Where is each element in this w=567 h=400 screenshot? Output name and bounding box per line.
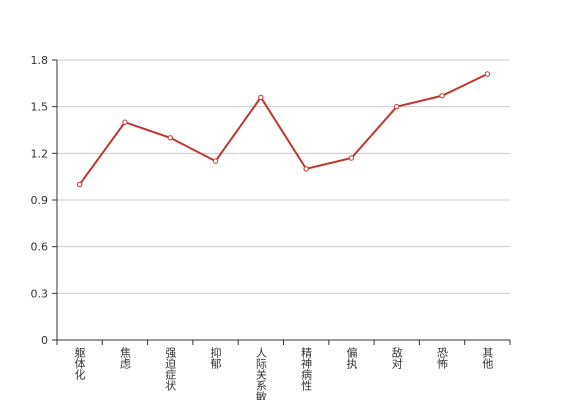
line: [78, 73, 488, 186]
y-tick-label: 1.2: [31, 147, 49, 160]
x-tick-label: 焦虑: [118, 347, 131, 369]
point: [212, 158, 219, 164]
point: [258, 94, 264, 101]
y-tick-label: 0.3: [31, 287, 49, 300]
y-tick-label: 1.8: [31, 54, 49, 67]
y-tick-label: 0.6: [31, 241, 49, 254]
x-tick-label: 强迫症状: [164, 347, 177, 391]
point: [122, 119, 128, 125]
point: [348, 155, 355, 161]
y-tick-label: 1.5: [31, 101, 49, 114]
x-tick-label: 其他: [481, 347, 494, 369]
point: [484, 71, 491, 77]
y-tick-label: 0: [41, 334, 48, 347]
x-tick-label: 偏执: [345, 346, 358, 370]
x-tick-label: 敌对: [390, 346, 403, 369]
x-tick-label: 躯体化: [73, 347, 86, 381]
y-tick-label: 0.9: [31, 194, 49, 207]
point: [303, 166, 309, 172]
x-tick-label: 恐怖: [436, 347, 449, 369]
x-tick-label: 精神病性: [300, 347, 313, 392]
point: [167, 135, 173, 141]
point: [439, 93, 445, 99]
point: [76, 181, 83, 188]
point: [394, 103, 400, 110]
x-tick-label: 抑郁: [209, 346, 222, 369]
x-tick-label: 人际关系敏感: [254, 347, 267, 400]
